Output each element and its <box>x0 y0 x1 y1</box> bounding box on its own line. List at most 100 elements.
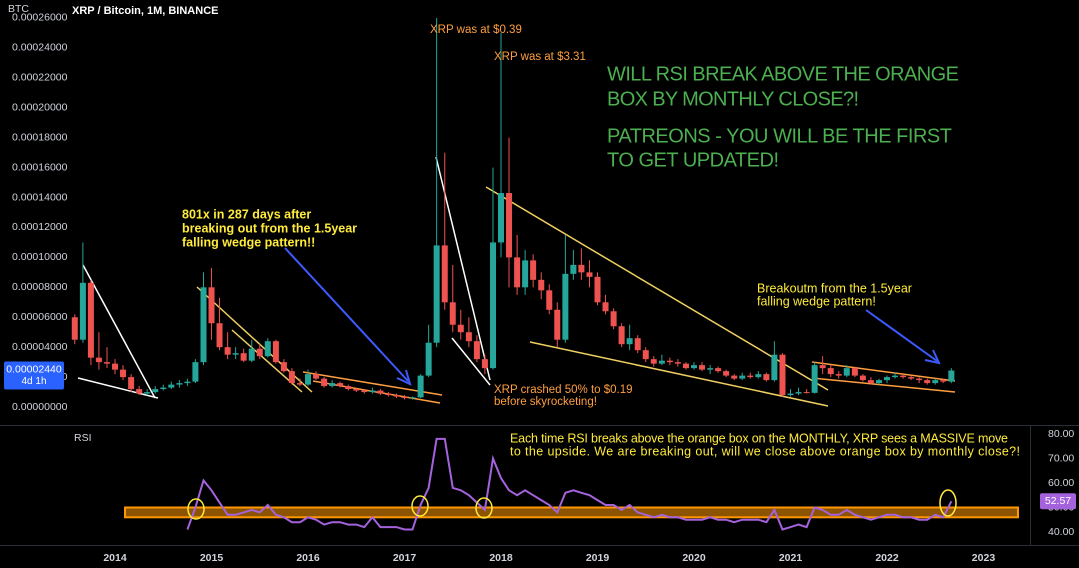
candle-body <box>489 242 496 369</box>
trendline <box>451 337 491 386</box>
candle-body <box>71 317 78 340</box>
y-tick-label: 0.00014000 <box>12 191 68 203</box>
rsi-annotation: Each time RSI breaks above the orange bo… <box>510 431 1008 445</box>
candle-body <box>393 395 400 397</box>
candle-body <box>369 390 376 393</box>
candle-body <box>747 375 754 378</box>
candle-body <box>417 375 424 398</box>
candle-body <box>208 287 215 324</box>
headline: BOX BY MONTHLY CLOSE?! <box>607 88 859 110</box>
annotation: breaking out from the 1.5year <box>182 221 357 235</box>
signal-circles <box>187 489 957 520</box>
candle-body <box>586 272 593 277</box>
candle-body <box>827 368 834 375</box>
trendline <box>77 377 159 399</box>
candle-body <box>216 323 223 348</box>
price-tag-label: 0.00002440 <box>6 363 62 375</box>
candle-body <box>602 302 609 312</box>
candle-body <box>924 380 931 384</box>
candle-body <box>120 369 127 378</box>
arrow-head <box>924 349 941 365</box>
y-tick-label: 0.00000000 <box>12 401 68 413</box>
annotation: falling wedge pattern!! <box>182 235 315 249</box>
candle-body <box>176 383 183 385</box>
candle-body <box>200 287 207 363</box>
candle-body <box>441 245 448 303</box>
candle-body <box>449 302 456 325</box>
candle-body <box>755 374 762 378</box>
candle-body <box>835 374 842 376</box>
rsi-value-label: 52.57 <box>1045 495 1071 507</box>
candle-body <box>240 353 247 361</box>
rsi-line <box>186 437 953 531</box>
candle-body <box>377 390 384 394</box>
circle <box>475 497 493 519</box>
candle-body <box>481 359 488 369</box>
y-tick-label: 0.00010000 <box>12 251 68 263</box>
candle-body <box>948 370 955 382</box>
candle-body <box>168 384 175 388</box>
candle-body <box>95 357 102 363</box>
candle-body <box>337 383 344 387</box>
unit-label: BTC <box>8 3 29 15</box>
candle-body <box>506 193 513 258</box>
candle-body <box>763 374 770 381</box>
candle-body <box>530 260 537 280</box>
candle-body <box>843 368 850 376</box>
candle-body <box>867 380 874 384</box>
y-tick-label: 0.00026000 <box>12 12 68 24</box>
candle-body <box>401 396 408 399</box>
candle-body <box>691 365 698 369</box>
annotation: Breakoutm from the 1.5year <box>757 281 912 295</box>
candle-body <box>385 393 392 396</box>
candle-body <box>883 377 890 381</box>
candle-body <box>771 354 778 381</box>
y-tick-label: 0.00024000 <box>12 42 68 54</box>
candle-body <box>650 359 657 364</box>
rsi-tick-label: 40.00 <box>1048 526 1074 538</box>
candle-body <box>803 392 810 394</box>
x-tick-label: 2018 <box>489 552 513 564</box>
headline: TO GET UPDATED! <box>607 149 779 171</box>
price-axis: 0.000000000.000020000.000040000.00006000… <box>12 12 995 564</box>
rsi-tick-label: 70.00 <box>1048 452 1074 464</box>
chart-title: XRP / Bitcoin, 1M, BINANCE <box>72 5 218 17</box>
candle-body <box>272 341 279 363</box>
candle-body <box>457 324 464 333</box>
candle-body <box>594 276 601 303</box>
candle-body <box>248 348 255 361</box>
x-tick-label: 2019 <box>586 552 610 564</box>
candle-body <box>136 389 143 394</box>
candle-body <box>634 338 641 351</box>
candle-body <box>618 326 625 345</box>
arrow-head <box>396 369 412 386</box>
y-tick-label: 0.00016000 <box>12 161 68 173</box>
candle-body <box>433 245 440 343</box>
candles <box>71 17 955 400</box>
y-tick-label: 0.00022000 <box>12 72 68 84</box>
candle-body <box>892 375 899 378</box>
x-tick-label: 2023 <box>972 552 996 564</box>
candle-body <box>682 363 689 369</box>
countdown-label: 4d 1h <box>21 376 46 387</box>
candle-body <box>514 257 521 288</box>
trendline <box>485 186 829 391</box>
candle-body <box>160 387 167 390</box>
annotation: XRP was at $0.39 <box>430 24 522 36</box>
candle-body <box>329 383 336 387</box>
x-tick-label: 2015 <box>200 552 224 564</box>
candle-body <box>642 350 649 360</box>
candle-body <box>731 375 738 379</box>
trendline <box>529 341 829 407</box>
candle-body <box>779 354 786 396</box>
x-tick-label: 2014 <box>103 552 127 564</box>
headline: WILL RSI BREAK ABOVE THE ORANGE <box>607 63 959 85</box>
candle-body <box>570 264 577 274</box>
candle-body <box>184 381 191 384</box>
rsi-value-tag <box>1040 493 1076 510</box>
candle-body <box>112 363 119 370</box>
candle-body <box>795 392 802 394</box>
candle-body <box>658 360 665 364</box>
